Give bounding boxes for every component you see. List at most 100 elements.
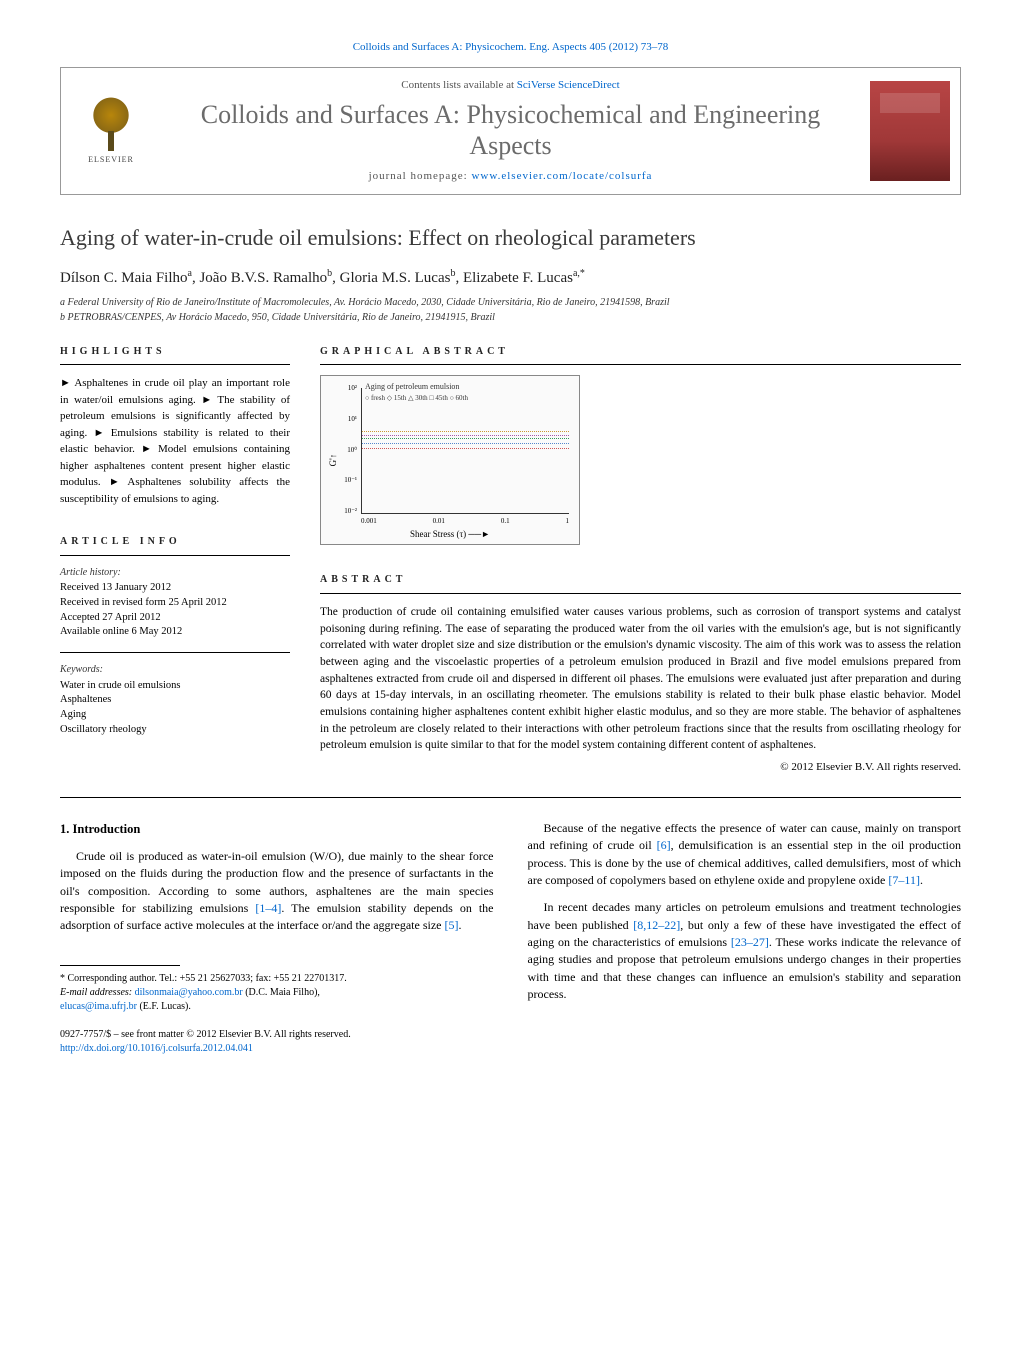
ga-x-axis-label: Shear Stress (τ) ──►: [410, 528, 490, 540]
journal-homepage-link[interactable]: www.elsevier.com/locate/colsurfa: [471, 170, 652, 182]
footnotes: * Corresponding author. Tel.: +55 21 256…: [60, 972, 494, 1014]
ref-link[interactable]: [5]: [445, 918, 459, 932]
abstract-block: ABSTRACT The production of crude oil con…: [320, 573, 961, 774]
highlights-body: ► Asphaltenes in crude oil play an impor…: [60, 375, 290, 507]
author-3: Gloria M.S. Lucasb: [340, 270, 456, 286]
ga-ytick: 10¹: [339, 415, 357, 424]
ga-series-45: [362, 435, 569, 437]
ga-series-60: [362, 431, 569, 433]
journal-homepage-line: journal homepage: www.elsevier.com/locat…: [181, 169, 840, 184]
ga-y-ticks: 10² 10¹ 10⁰ 10⁻¹ 10⁻²: [339, 384, 357, 516]
ga-ytick: 10⁻²: [339, 507, 357, 516]
keyword-1: Water in crude oil emulsions: [60, 679, 290, 694]
email-link-1[interactable]: dilsonmaia@yahoo.com.br: [135, 987, 243, 998]
ref-link[interactable]: [1–4]: [255, 901, 281, 915]
section-title: Introduction: [73, 822, 141, 836]
journal-header-center: Contents lists available at SciVerse Sci…: [161, 68, 860, 194]
journal-cover-cell: [860, 68, 960, 194]
publisher-logo-cell: ELSEVIER: [61, 68, 161, 194]
keyword-2: Asphaltenes: [60, 693, 290, 708]
highlight-marker-icon: ►: [94, 427, 105, 439]
section-number: 1.: [60, 822, 69, 836]
ga-series-30: [362, 438, 569, 440]
ga-xtick: 0.001: [361, 517, 377, 526]
elsevier-wordmark: ELSEVIER: [88, 155, 134, 166]
article-info-heading: ARTICLE INFO: [60, 535, 290, 549]
ref-link[interactable]: [23–27]: [731, 935, 769, 949]
history-online: Available online 6 May 2012: [60, 625, 290, 640]
highlight-marker-icon: ►: [201, 394, 212, 406]
ga-xtick: 0.01: [433, 517, 445, 526]
keyword-3: Aging: [60, 708, 290, 723]
intro-para-3: In recent decades many articles on petro…: [528, 899, 962, 1003]
history-accepted: Accepted 27 April 2012: [60, 611, 290, 626]
ga-xtick: 1: [565, 517, 569, 526]
doi-link[interactable]: http://dx.doi.org/10.1016/j.colsurfa.201…: [60, 1043, 253, 1054]
ref-link[interactable]: [6]: [657, 838, 671, 852]
graphical-abstract-chart: Aging of petroleum emulsion ○ fresh ◇ 15…: [320, 375, 580, 545]
affiliation-b: b PETROBRAS/CENPES, Av Horácio Macedo, 9…: [60, 311, 961, 325]
homepage-prefix: journal homepage:: [369, 170, 472, 182]
email-link-2[interactable]: elucas@ima.ufrj.br: [60, 1001, 137, 1012]
email-who-1: (D.C. Maia Filho),: [243, 987, 320, 998]
abstract-body: The production of crude oil containing e…: [320, 604, 961, 754]
ga-plot-area: [361, 388, 569, 514]
article-history-list: Received 13 January 2012 Received in rev…: [60, 581, 290, 640]
affiliation-a: a Federal University of Rio de Janeiro/I…: [60, 296, 961, 310]
main-divider: [60, 797, 961, 798]
article-history-subhead: Article history:: [60, 566, 290, 580]
ref-link[interactable]: [8,12–22]: [633, 918, 680, 932]
keywords-subhead: Keywords:: [60, 663, 290, 677]
highlight-marker-icon: ►: [141, 443, 152, 455]
article-title: Aging of water-in-crude oil emulsions: E…: [60, 223, 961, 253]
body-column-right: Because of the negative effects the pres…: [528, 820, 962, 1056]
top-two-column: HIGHLIGHTS ► Asphaltenes in crude oil pl…: [60, 345, 961, 775]
highlights-heading: HIGHLIGHTS: [60, 345, 290, 359]
journal-cover-thumbnail: [870, 81, 950, 181]
footnote-rule: [60, 965, 180, 966]
abstract-rule: [320, 593, 961, 594]
highlights-rule: [60, 364, 290, 365]
highlight-marker-icon: ►: [109, 476, 120, 488]
author-4: Elizabete F. Lucasa,*: [463, 270, 585, 286]
author-2: João B.V.S. Ramalhob: [199, 270, 332, 286]
keyword-4: Oscillatory rheology: [60, 723, 290, 738]
email-label: E-mail addresses:: [60, 987, 135, 998]
contents-prefix: Contents lists available at: [401, 79, 516, 91]
keywords-rule: [60, 652, 290, 653]
ga-ytick: 10⁰: [339, 446, 357, 455]
graphical-abstract-heading: GRAPHICAL ABSTRACT: [320, 345, 961, 359]
email-line: E-mail addresses: dilsonmaia@yahoo.com.b…: [60, 986, 494, 1014]
elsevier-logo: ELSEVIER: [71, 86, 151, 176]
author-list: Dílson C. Maia Filhoa, João B.V.S. Ramal…: [60, 267, 961, 288]
sciencedirect-link[interactable]: SciVerse ScienceDirect: [517, 79, 620, 91]
left-narrow-column: HIGHLIGHTS ► Asphaltenes in crude oil pl…: [60, 345, 290, 775]
ga-y-axis-label: G'↑: [327, 454, 339, 467]
intro-para-1: Crude oil is produced as water-in-oil em…: [60, 848, 494, 935]
email-who-2: (E.F. Lucas).: [137, 1001, 191, 1012]
journal-title: Colloids and Surfaces A: Physicochemical…: [181, 99, 840, 161]
corresponding-author-note: * Corresponding author. Tel.: +55 21 256…: [60, 972, 494, 986]
elsevier-tree-icon: [86, 96, 136, 151]
history-revised: Received in revised form 25 April 2012: [60, 596, 290, 611]
ga-series-fresh: [362, 448, 569, 450]
right-wide-column: GRAPHICAL ABSTRACT Aging of petroleum em…: [320, 345, 961, 775]
ref-link[interactable]: [7–11]: [888, 873, 920, 887]
intro-para-2: Because of the negative effects the pres…: [528, 820, 962, 890]
author-1: Dílson C. Maia Filhoa: [60, 270, 192, 286]
section-1-heading: 1. Introduction: [60, 820, 494, 838]
keywords-list: Water in crude oil emulsions Asphaltenes…: [60, 679, 290, 738]
affiliations: a Federal University of Rio de Janeiro/I…: [60, 296, 961, 325]
history-received: Received 13 January 2012: [60, 581, 290, 596]
abstract-heading: ABSTRACT: [320, 573, 961, 587]
article-info-block: ARTICLE INFO Article history: Received 1…: [60, 535, 290, 737]
journal-header-box: ELSEVIER Contents lists available at Sci…: [60, 67, 961, 195]
graphical-abstract-rule: [320, 364, 961, 365]
body-column-left: 1. Introduction Crude oil is produced as…: [60, 820, 494, 1056]
abstract-copyright: © 2012 Elsevier B.V. All rights reserved…: [320, 760, 961, 775]
article-info-rule: [60, 555, 290, 556]
issn-copyright-line: 0927-7757/$ – see front matter © 2012 El…: [60, 1028, 494, 1042]
ga-ytick: 10⁻¹: [339, 476, 357, 485]
contents-available-line: Contents lists available at SciVerse Sci…: [181, 78, 840, 93]
citation-header: Colloids and Surfaces A: Physicochem. En…: [60, 40, 961, 55]
